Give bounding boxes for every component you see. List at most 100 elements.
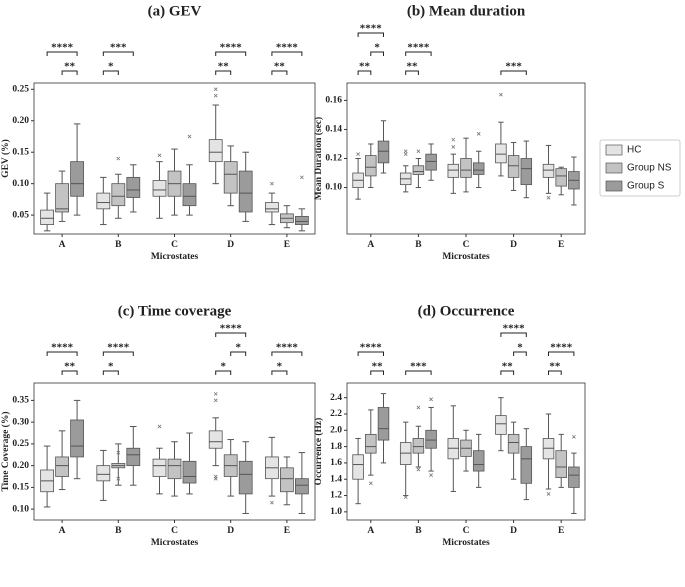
significance-label: **** [220, 42, 243, 54]
flier [476, 131, 481, 136]
box [294, 478, 309, 495]
significance-bracket [357, 351, 384, 356]
y-tick-label: 2.0 [330, 425, 342, 435]
y-tick-label: 1.8 [330, 442, 342, 452]
box [238, 460, 253, 495]
legend-swatch [605, 144, 623, 156]
x-tick-label: B [415, 240, 422, 250]
significance-label: **** [220, 323, 243, 335]
flier [572, 434, 576, 439]
significance-bracket [405, 70, 419, 75]
x-tick-label: D [227, 526, 234, 536]
legend-swatch [605, 162, 623, 174]
y-tick-label: 1.4 [330, 474, 342, 484]
significance-bracket [500, 332, 527, 337]
panel-title: (d) Occurrence [418, 303, 515, 319]
significance-bracket [271, 370, 288, 375]
significance-bracket [215, 370, 232, 375]
box [507, 433, 520, 454]
significance-label: **** [51, 42, 74, 54]
flier [270, 500, 274, 505]
box [55, 456, 69, 477]
box [55, 183, 69, 213]
significance-label: **** [360, 23, 383, 35]
flier [416, 405, 421, 410]
significance-bracket [370, 370, 384, 375]
significance-label: *** [110, 42, 127, 54]
y-tick-label: 0.15 [12, 483, 29, 493]
significance-label: **** [51, 342, 74, 354]
x-tick-label: D [227, 240, 234, 250]
legend-label: Group S [627, 181, 665, 192]
x-tick-label: E [284, 240, 290, 250]
box [126, 176, 141, 198]
significance-label: ** [64, 361, 76, 373]
x-axis-label: Microstates [442, 252, 490, 262]
box [126, 447, 141, 467]
flier [213, 474, 218, 479]
panel-title: (c) Time coverage [118, 303, 232, 319]
y-tick-label: 1.0 [330, 507, 342, 517]
significance-bracket [102, 351, 134, 356]
significance-bracket [102, 370, 119, 375]
flier [187, 134, 192, 139]
flier [356, 152, 360, 157]
y-tick-label: 0.20 [12, 116, 29, 126]
significance-label: ** [274, 61, 286, 73]
significance-label: **** [407, 42, 430, 54]
x-tick-label: C [463, 240, 470, 250]
y-tick-label: 2.2 [330, 409, 342, 419]
box [412, 438, 425, 454]
x-tick-label: C [171, 526, 178, 536]
significance-label: * [220, 361, 226, 373]
box [495, 415, 507, 435]
box [568, 466, 580, 488]
significance-bracket [370, 51, 384, 56]
y-tick-label: 0.25 [12, 439, 29, 449]
flier [451, 145, 456, 149]
box [152, 180, 167, 197]
significance-label: **** [503, 323, 526, 335]
box [208, 139, 223, 163]
significance-label: ** [359, 61, 371, 73]
significance-bracket [357, 70, 372, 75]
y-tick-label: 0.25 [12, 84, 29, 94]
significance-label: ** [549, 361, 561, 373]
box [555, 168, 567, 187]
legend-label: Group NS [627, 163, 672, 174]
significance-label: * [108, 361, 114, 373]
y-tick-label: 0.05 [12, 210, 29, 220]
significance-label: **** [276, 42, 299, 54]
x-axis-label: Microstates [151, 252, 199, 262]
box [425, 153, 437, 171]
y-axis-label: Time Coverage (%) [0, 411, 11, 491]
flier [429, 473, 433, 478]
box [460, 158, 472, 178]
significance-label: **** [276, 342, 299, 354]
flier [451, 137, 456, 142]
y-axis-label: GEV (%) [0, 139, 11, 178]
flier [157, 153, 162, 158]
significance-bracket [271, 70, 288, 75]
flier [116, 156, 121, 161]
flier [403, 149, 408, 154]
y-tick-label: 0.10 [325, 183, 342, 193]
y-tick-label: 0.30 [12, 417, 29, 427]
significance-label: ** [502, 361, 514, 373]
x-axis-label: Microstates [151, 538, 199, 548]
significance-label: * [517, 342, 523, 354]
significance-bracket [46, 51, 78, 56]
box [507, 155, 520, 178]
significance-bracket [271, 51, 303, 56]
flier [546, 492, 551, 496]
flier [213, 398, 218, 403]
significance-bracket [405, 51, 432, 56]
significance-bracket [215, 70, 232, 75]
significance-bracket [215, 332, 247, 337]
y-tick-label: 0.35 [12, 396, 29, 406]
x-tick-label: B [115, 526, 122, 536]
box [70, 161, 84, 197]
box [294, 215, 309, 225]
flier [368, 481, 373, 486]
x-tick-label: D [510, 240, 517, 250]
